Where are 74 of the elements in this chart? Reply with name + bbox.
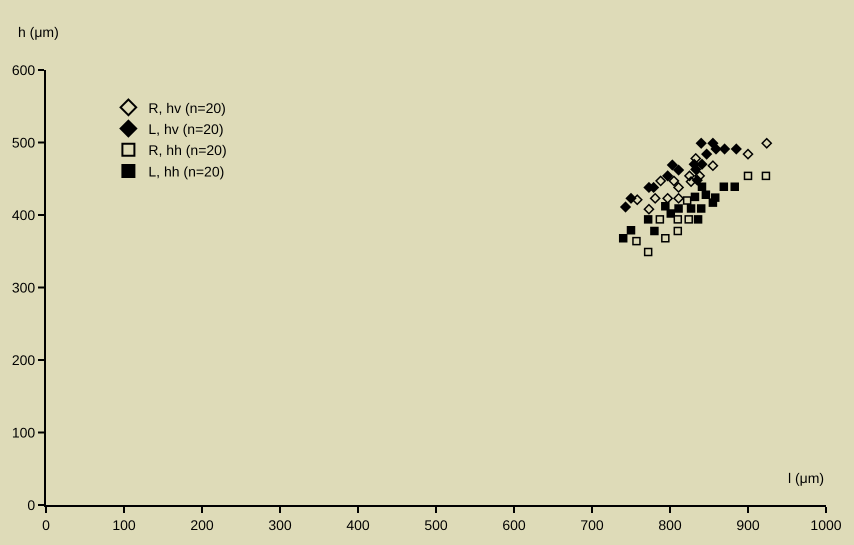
point [650,226,659,236]
legend-label: L, hh (n=20) [148,163,224,180]
point [682,196,692,205]
point [744,172,752,180]
point [686,176,696,187]
point [694,215,702,224]
point [696,158,708,170]
y-tick-label: 500 [12,134,36,150]
point [690,192,700,202]
x-tick-label: 700 [580,516,604,533]
y-tick-label: 0 [27,496,36,513]
point [618,234,628,242]
point [742,148,754,160]
point [644,248,652,256]
point [719,144,730,154]
point [730,182,739,191]
point [673,164,684,176]
point [661,234,670,242]
point [662,170,673,182]
point [698,182,706,191]
point [731,144,742,154]
point [644,215,652,224]
point [702,190,710,199]
point [684,170,695,182]
point [690,153,702,164]
point [661,202,670,211]
point [708,160,718,171]
point [684,215,693,224]
legend-label: R, hh (n=20) [148,142,227,158]
point [644,204,654,214]
point [696,138,706,149]
point [686,204,696,213]
x-tick-label: 800 [658,516,682,533]
point [696,204,706,213]
x-axis-title: l (μm) [788,470,824,486]
point [650,193,660,204]
point [655,176,666,186]
point [674,215,682,224]
point [632,236,641,246]
point [668,176,680,186]
point [708,198,718,207]
point [620,202,631,212]
y-tick-label: 600 [12,62,36,78]
point [710,144,722,154]
legend-label: R, hv (n=20) [148,100,226,116]
legend-label: L, hv (n=20) [148,121,224,138]
y-tick-label: 400 [12,206,36,223]
x-tick-label: 100 [112,516,136,533]
point [692,174,703,186]
x-tick-label: 200 [190,516,214,533]
point [673,193,684,204]
point [656,215,664,224]
point [626,193,636,204]
point [762,172,770,180]
x-tick-label: 0 [42,516,50,533]
point [673,182,684,193]
point [674,204,683,213]
y-tick-label: 100 [12,424,36,440]
y-axis-title: h (μm) [18,24,59,40]
x-tick-label: 1000 [810,516,842,533]
point [674,226,682,236]
x-tick-label: 900 [736,516,760,533]
x-tick-label: 400 [346,516,370,533]
point [626,226,636,234]
point [761,138,772,149]
point [720,182,728,191]
x-tick-label: 300 [268,516,292,533]
y-tick-label: 200 [12,352,36,368]
point [666,209,676,218]
point [701,148,712,160]
y-tick-label: 300 [12,279,36,296]
x-tick-label: 600 [502,516,526,533]
point [667,160,678,170]
x-tick-label: 500 [424,516,448,533]
